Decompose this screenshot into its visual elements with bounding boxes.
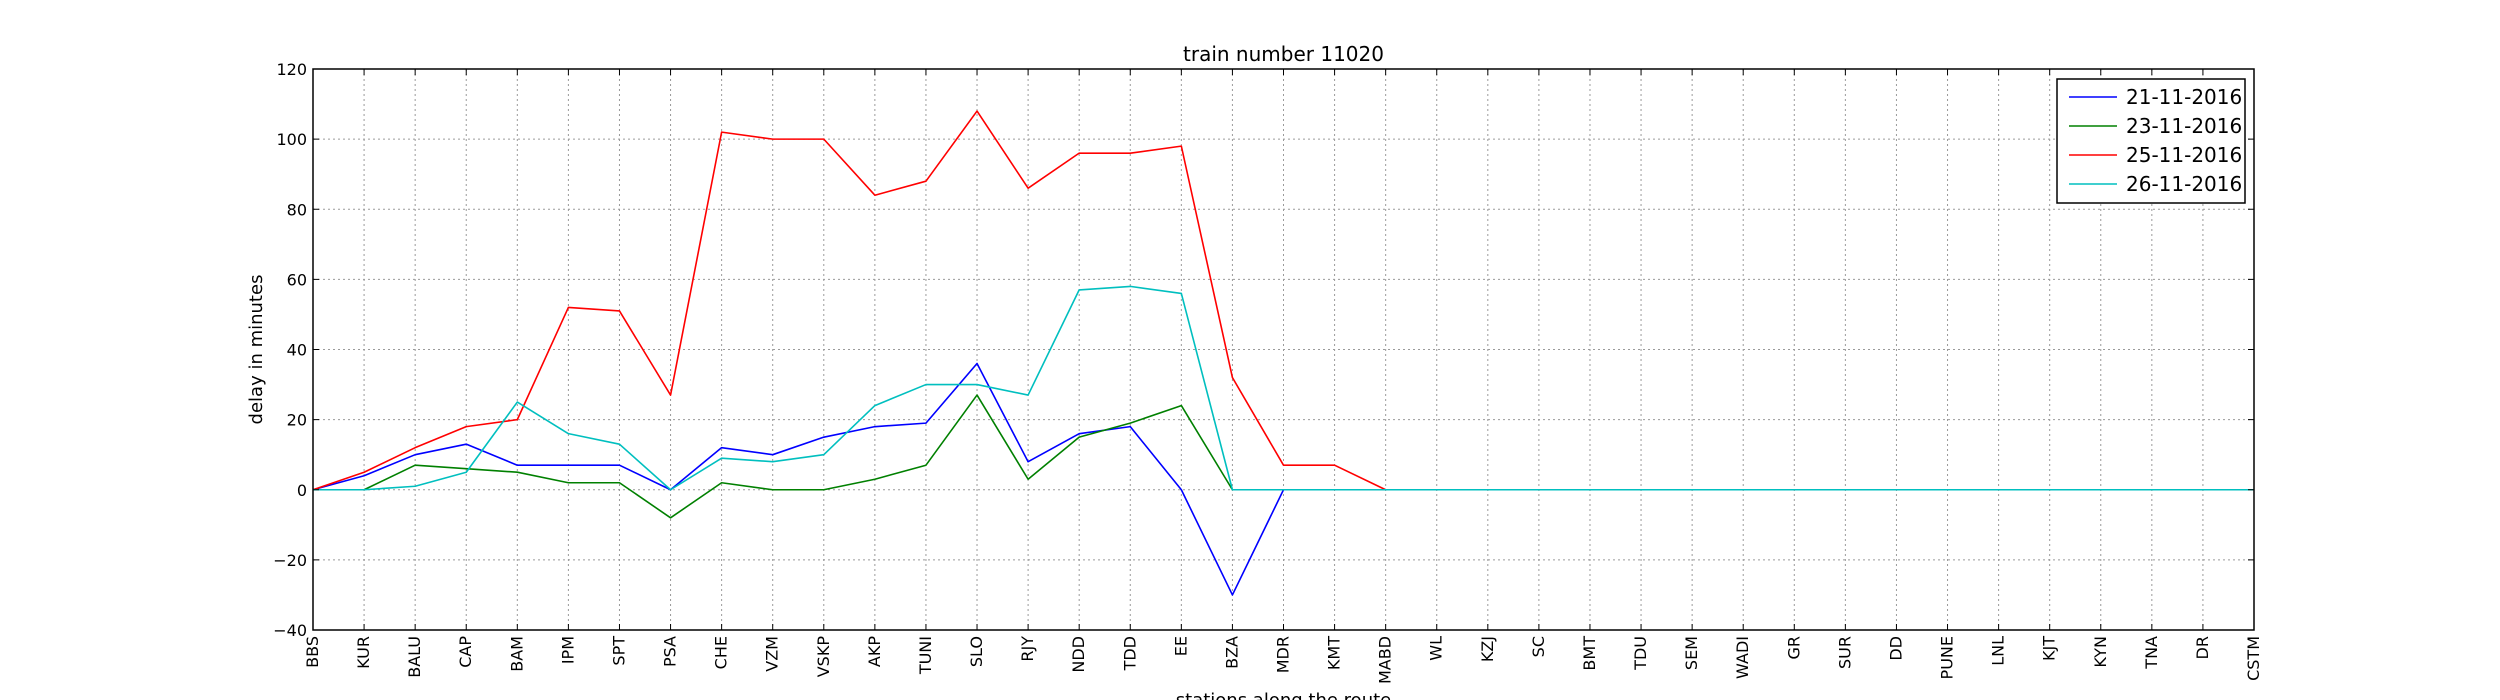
x-tick-label: SPT xyxy=(609,636,628,666)
x-tick-label: DD xyxy=(1886,636,1905,661)
x-tick-label: GR xyxy=(1784,636,1803,660)
x-tick-label: WL xyxy=(1427,636,1446,661)
x-tick-label: BALU xyxy=(405,636,424,678)
x-tick-label: TDD xyxy=(1120,636,1139,671)
x-tick-label: SEM xyxy=(1682,636,1701,670)
x-tick-label: BMT xyxy=(1580,636,1599,671)
y-tick-label: −20 xyxy=(273,551,307,570)
x-tick-label: DR xyxy=(2193,636,2212,659)
y-tick-label: 60 xyxy=(287,270,307,289)
x-tick-label: BAM xyxy=(507,636,526,672)
y-tick-label: 100 xyxy=(276,130,307,149)
y-tick-label: −40 xyxy=(273,621,307,640)
x-tick-label: VSKP xyxy=(814,636,833,678)
x-tick-label: TNA xyxy=(2142,636,2161,670)
x-tick-label: BZA xyxy=(1222,636,1241,669)
x-tick-label: IPM xyxy=(558,636,577,664)
legend-label: 21-11-2016 xyxy=(2126,85,2242,109)
x-tick-label: NDD xyxy=(1069,636,1088,673)
legend-label: 25-11-2016 xyxy=(2126,143,2242,167)
x-tick-label: KJT xyxy=(2040,636,2059,661)
x-tick-label: TUNI xyxy=(916,636,935,675)
x-tick-label: SC xyxy=(1529,636,1548,657)
series-lines xyxy=(312,110,2254,596)
legend: 21-11-2016 23-11-2016 25-11-2016 26-11-2016 xyxy=(2056,78,2246,204)
axis-ticks: BBS KUR BALU CAP BAM IPM SPT PSA CHE VZM VSKP AKP TU… xyxy=(273,60,2263,684)
y-tick-label: 80 xyxy=(287,200,307,219)
x-tick-label: PSA xyxy=(661,636,680,667)
chart-title: train number 11020 xyxy=(1183,42,1384,66)
x-tick-label: MABD xyxy=(1376,636,1395,684)
x-tick-label: KUR xyxy=(354,636,373,669)
x-tick-label: TDU xyxy=(1631,636,1650,671)
x-tick-label: LNL xyxy=(1989,636,2008,666)
y-tick-label: 0 xyxy=(297,481,307,500)
x-tick-label: RJY xyxy=(1018,636,1037,662)
x-tick-label: PUNE xyxy=(1938,636,1957,679)
x-tick-label: CSTM xyxy=(2244,636,2263,681)
x-tick-label: KZJ xyxy=(1478,636,1497,662)
x-tick-label: SUR xyxy=(1835,636,1854,669)
x-tick-label: KMT xyxy=(1325,636,1344,670)
legend-box xyxy=(2056,78,2246,204)
y-tick-label: 20 xyxy=(287,411,307,430)
x-tick-label: SLO xyxy=(967,636,986,667)
x-tick-label: MDR xyxy=(1274,636,1293,673)
x-tick-label: BBS xyxy=(303,636,322,668)
x-tick-label: CAP xyxy=(456,636,475,668)
legend-label: 26-11-2016 xyxy=(2126,172,2242,196)
x-tick-label: AKP xyxy=(865,636,884,667)
x-tick-label: EE xyxy=(1171,636,1190,656)
x-axis-title: stations along the route xyxy=(1176,690,1391,700)
series-line xyxy=(313,285,2254,491)
y-tick-label: 120 xyxy=(276,60,307,79)
y-axis-title: delay in minutes xyxy=(246,275,267,425)
x-tick-label: CHE xyxy=(712,636,731,669)
legend-label: 23-11-2016 xyxy=(2126,114,2242,138)
y-tick-label: 40 xyxy=(287,341,307,360)
x-tick-label: WADI xyxy=(1733,636,1752,679)
x-tick-label: KYN xyxy=(2091,636,2110,668)
x-tick-label: VZM xyxy=(763,636,782,672)
